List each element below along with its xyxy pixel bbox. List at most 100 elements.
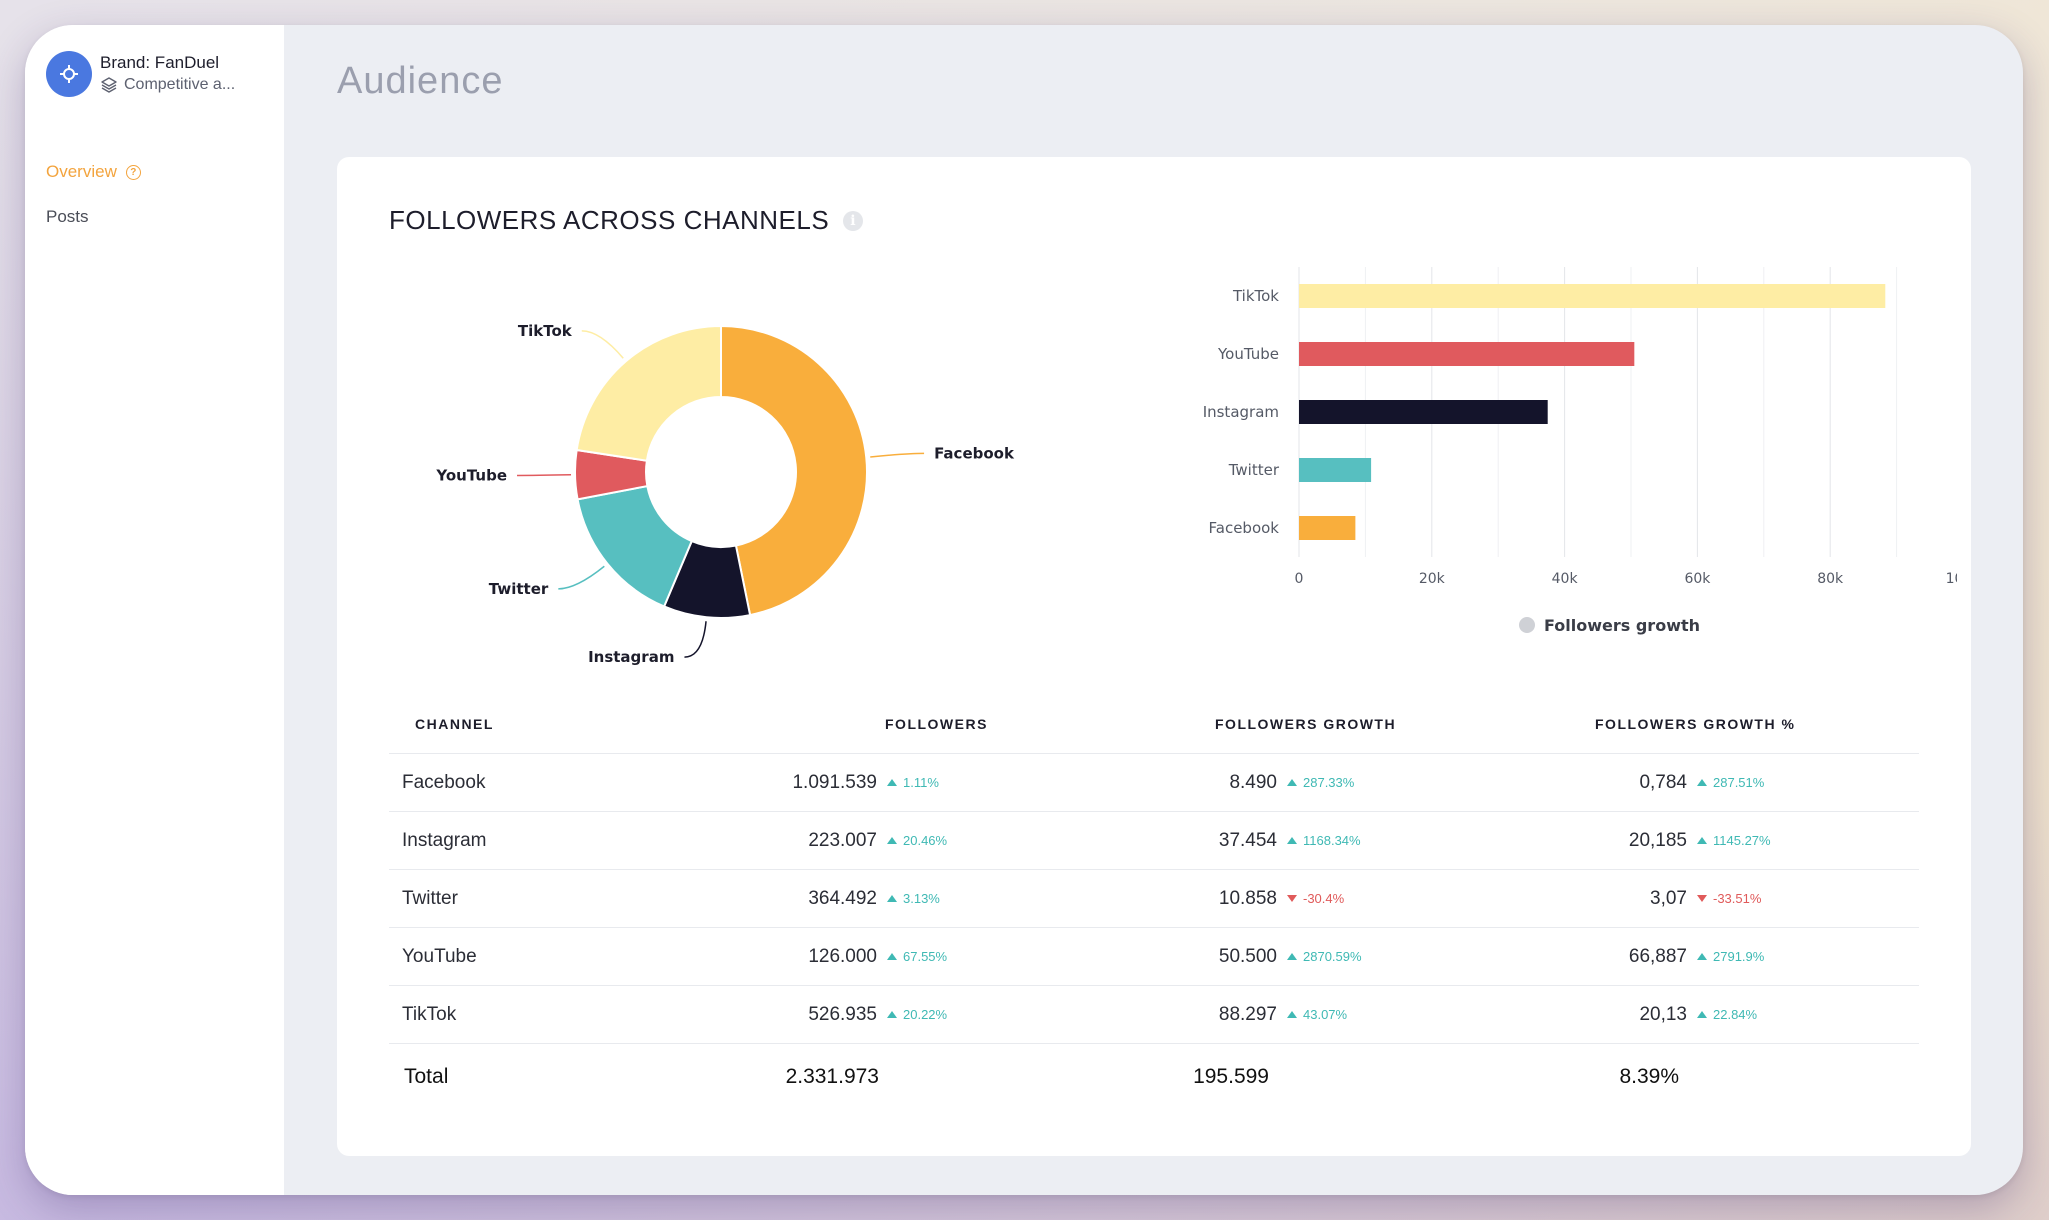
metric-value: 8.490 xyxy=(1229,771,1277,793)
legend-label[interactable]: Followers growth xyxy=(1544,616,1700,635)
metric-value: 20,13 xyxy=(1639,1003,1687,1025)
donut-leader-facebook xyxy=(870,452,925,458)
metric-wrap: 20,185 1145.27% xyxy=(1509,830,1919,852)
total-growth: 195.599 xyxy=(1193,1065,1269,1088)
info-icon[interactable]: i xyxy=(843,210,864,231)
metric-delta: 1145.27% xyxy=(1697,833,1779,848)
bar-youtube[interactable] xyxy=(1299,342,1635,366)
metric-cell: 223.007 20.46% xyxy=(709,811,1109,870)
metric-delta-text: 43.07% xyxy=(1303,1007,1348,1022)
metric-delta-text: 287.33% xyxy=(1303,775,1355,790)
metric-cell: 0,784 287.51% xyxy=(1509,753,1919,812)
x-tick-label: 20k xyxy=(1419,571,1446,587)
metric-wrap: 3,07 -33.51% xyxy=(1509,888,1919,910)
metric-delta: 67.55% xyxy=(887,949,969,964)
metric-delta: -30.4% xyxy=(1287,891,1369,906)
metric-value: 1.091.539 xyxy=(792,771,877,793)
total-followers: 2.331.973 xyxy=(785,1065,879,1088)
metric-delta: 1.11% xyxy=(887,775,969,790)
sidebar-item-posts[interactable]: Posts xyxy=(46,207,89,227)
metric-cell: 20,185 1145.27% xyxy=(1509,811,1919,870)
metric-cell: 66,887 2791.9% xyxy=(1509,927,1919,986)
brand-switcher[interactable]: Brand: FanDuel Competitive a... xyxy=(46,49,276,101)
donut-label-facebook: Facebook xyxy=(934,444,1015,462)
donut-label-instagram: Instagram xyxy=(588,648,674,666)
metric-value: 37.454 xyxy=(1218,829,1277,851)
bar-chart-svg: 0 20k 40k 60k 80k 100k TikTok YouTube Instagram T… xyxy=(1203,267,1981,635)
x-tick-label: 40k xyxy=(1552,571,1579,587)
triangle-up-icon xyxy=(1697,1011,1707,1018)
metric-delta: 2870.59% xyxy=(1287,949,1369,964)
sidebar-item-overview[interactable]: Overview ? xyxy=(46,162,141,182)
metric-delta: 20.46% xyxy=(887,833,969,848)
column-header-followers-growth-pct[interactable]: FOLLOWERS GROWTH % xyxy=(1509,695,1919,754)
legend-swatch[interactable] xyxy=(1519,617,1535,633)
metric-value: 50.500 xyxy=(1218,945,1277,967)
x-tick-label: 0 xyxy=(1295,571,1304,587)
triangle-up-icon xyxy=(1287,1011,1297,1018)
metric-value: 10.858 xyxy=(1218,887,1277,909)
table-row[interactable]: Instagram 223.007 20.46% 37.454 1168.34% 20,1… xyxy=(389,811,1919,870)
sidebar-item-label: Posts xyxy=(46,207,89,226)
y-tick-label-tiktok: TikTok xyxy=(1232,287,1279,305)
column-header-followers[interactable]: FOLLOWERS xyxy=(709,695,1109,754)
metric-delta: 287.51% xyxy=(1697,775,1779,790)
metric-value: 0,784 xyxy=(1639,771,1687,793)
triangle-up-icon xyxy=(1697,779,1707,786)
triangle-up-icon xyxy=(887,837,897,844)
donut-slice-facebook[interactable] xyxy=(720,324,869,617)
metric-value: 66,887 xyxy=(1628,945,1687,967)
metric-wrap: 1.091.539 1.11% xyxy=(709,772,1109,794)
metric-delta: 287.33% xyxy=(1287,775,1369,790)
bar-twitter[interactable] xyxy=(1299,458,1372,482)
table-row[interactable]: TikTok 526.935 20.22% 88.297 43.07% 20,13 22.8… xyxy=(389,985,1919,1044)
table-row[interactable]: Twitter 364.492 3.13% 10.858 -30.4% 3,07 -33.5… xyxy=(389,869,1919,928)
metric-delta: 1168.34% xyxy=(1287,833,1369,848)
triangle-up-icon xyxy=(1287,953,1297,960)
metric-delta: 43.07% xyxy=(1287,1007,1369,1022)
channels-table: CHANNEL FOLLOWERS FOLLOWERS GROWTH FOLLO… xyxy=(389,695,1919,1110)
donut-chart-svg: Facebook Instagram Twitter YouTube TikTok xyxy=(435,322,1015,666)
card-title-text: FOLLOWERS ACROSS CHANNELS xyxy=(389,205,830,235)
bar-facebook[interactable] xyxy=(1299,516,1356,540)
metric-value: 223.007 xyxy=(808,829,877,851)
metric-delta-text: 20.46% xyxy=(903,833,948,848)
metric-delta-text: 20.22% xyxy=(903,1007,948,1022)
y-tick-label-instagram: Instagram xyxy=(1203,403,1279,421)
table-row[interactable]: YouTube 126.000 67.55% 50.500 2870.59% 66,887… xyxy=(389,927,1919,986)
donut-label-youtube: YouTube xyxy=(435,466,507,484)
metric-cell: 10.858 -30.4% xyxy=(1109,869,1509,928)
card-title: FOLLOWERS ACROSS CHANNELS i xyxy=(389,205,864,236)
metric-delta-text: 1145.27% xyxy=(1713,833,1771,848)
metric-delta-text: 1.11% xyxy=(903,775,939,790)
metric-delta-text: 287.51% xyxy=(1713,775,1765,790)
y-tick-label-facebook: Facebook xyxy=(1209,519,1280,537)
triangle-up-icon xyxy=(1287,779,1297,786)
brand-avatar xyxy=(46,51,92,97)
metric-delta: 20.22% xyxy=(887,1007,969,1022)
metric-cell: 20,13 22.84% xyxy=(1509,985,1919,1044)
metric-wrap: 223.007 20.46% xyxy=(709,830,1109,852)
table-header-row: CHANNEL FOLLOWERS FOLLOWERS GROWTH FOLLO… xyxy=(389,695,1919,754)
column-header-channel[interactable]: CHANNEL xyxy=(389,695,709,754)
help-icon[interactable]: ? xyxy=(125,164,141,180)
table-body: Facebook 1.091.539 1.11% 8.490 287.33% 0,784 2… xyxy=(389,753,1919,1111)
donut-slice-tiktok[interactable] xyxy=(575,324,722,462)
metric-delta: 22.84% xyxy=(1697,1007,1779,1022)
bar-instagram[interactable] xyxy=(1299,400,1548,424)
donut-label-twitter: Twitter xyxy=(489,580,549,598)
metric-wrap: 50.500 2870.59% xyxy=(1109,946,1509,968)
brand-subtitle: Competitive a... xyxy=(100,76,235,94)
metric-wrap: 526.935 20.22% xyxy=(709,1004,1109,1026)
brand-name: Brand: FanDuel xyxy=(100,53,220,72)
column-header-followers-growth[interactable]: FOLLOWERS GROWTH xyxy=(1109,695,1509,754)
metric-value: 526.935 xyxy=(808,1003,877,1025)
total-label: Total xyxy=(404,1065,449,1088)
metric-value: 20,185 xyxy=(1628,829,1687,851)
donut-leader-tiktok xyxy=(581,330,624,359)
metric-delta: -33.51% xyxy=(1697,891,1779,906)
metric-delta-text: -30.4% xyxy=(1303,891,1345,906)
x-tick-label: 60k xyxy=(1684,571,1711,587)
bar-tiktok[interactable] xyxy=(1299,284,1886,308)
table-row[interactable]: Facebook 1.091.539 1.11% 8.490 287.33% 0,784 2… xyxy=(389,753,1919,812)
